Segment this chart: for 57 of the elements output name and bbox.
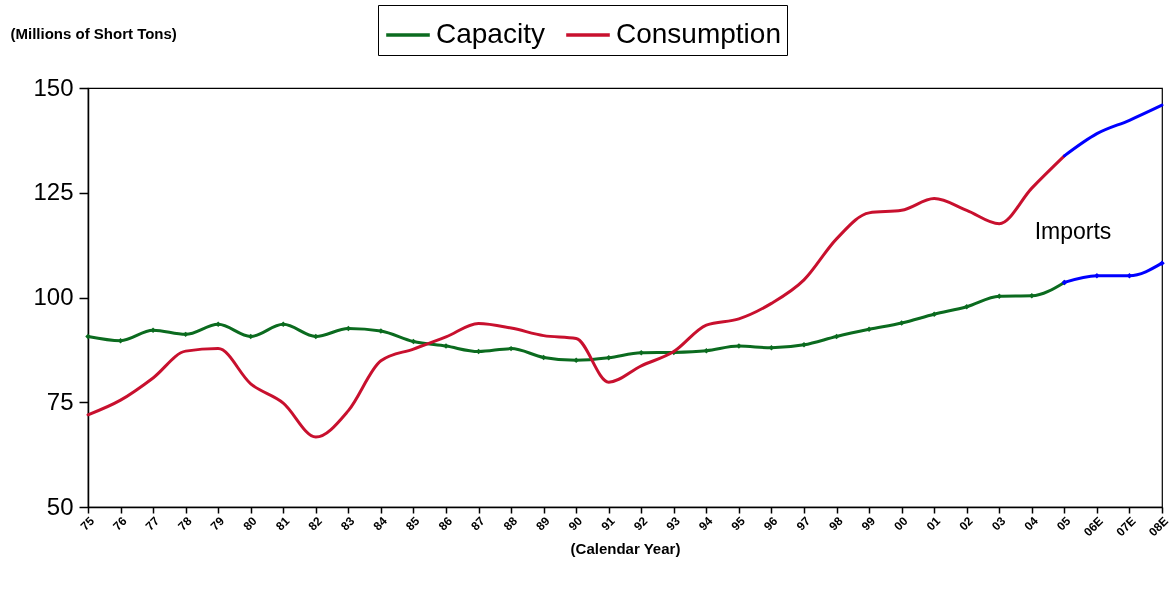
x-tick-label: 84 xyxy=(370,513,391,534)
x-tick-label: 06E xyxy=(1080,514,1106,540)
point xyxy=(215,321,221,328)
x-tick-label: 93 xyxy=(663,513,684,534)
x-tick-label: 75 xyxy=(77,513,98,534)
x-tick-label: 86 xyxy=(435,513,456,534)
x-tick-label: 88 xyxy=(500,513,521,534)
y-tick-label: 100 xyxy=(33,283,74,310)
x-tick-label: 89 xyxy=(533,513,553,534)
x-tick-label: 98 xyxy=(826,513,846,534)
point xyxy=(1029,293,1035,299)
legend-label: Capacity xyxy=(436,18,545,49)
y-tick-label: 125 xyxy=(33,178,74,206)
x-tick-label: 77 xyxy=(142,513,163,534)
x-axis-title: (Calendar Year) xyxy=(570,540,681,558)
x-tick-label: 95 xyxy=(728,513,749,534)
y-axis-title: (Millions of Short Tons) xyxy=(10,24,177,42)
x-tick-label: 08E xyxy=(1145,514,1170,540)
x-tick-label: 83 xyxy=(338,513,358,534)
x-tick-label: 99 xyxy=(858,513,879,534)
x-tick-label: 78 xyxy=(175,513,195,534)
point xyxy=(508,345,514,352)
y-tick-label: 75 xyxy=(46,387,74,415)
x-tick-label: 02 xyxy=(956,513,976,534)
x-tick-label: 92 xyxy=(630,513,651,534)
y-tick-label: 150 xyxy=(33,73,74,101)
point xyxy=(931,311,937,317)
x-tick-label: 05 xyxy=(1054,513,1074,534)
x-tick-label: 87 xyxy=(468,513,488,534)
point xyxy=(313,333,319,340)
point xyxy=(85,333,91,340)
line-series xyxy=(1062,103,1164,158)
x-tick-label: 81 xyxy=(272,513,293,534)
point xyxy=(963,303,970,310)
x-tick-label: 96 xyxy=(761,513,781,534)
x-tick-label: 03 xyxy=(988,513,1009,534)
point xyxy=(280,321,287,328)
x-tick-label: 85 xyxy=(403,513,423,534)
x-tick-label: 04 xyxy=(1021,513,1042,534)
y-tick-label: 50 xyxy=(46,492,74,520)
annotation: Imports xyxy=(1034,218,1112,244)
x-tick-label: 80 xyxy=(240,513,260,534)
point xyxy=(866,326,872,333)
point xyxy=(573,357,579,364)
x-tick-label: 94 xyxy=(696,513,716,534)
legend-label: Consumption xyxy=(616,18,781,49)
x-tick-label: 76 xyxy=(110,513,130,534)
x-tick-label: 91 xyxy=(598,513,618,534)
x-tick-label: 01 xyxy=(923,513,944,534)
x-tick-label: 07E xyxy=(1113,514,1139,540)
x-tick-label: 79 xyxy=(207,513,228,534)
point xyxy=(247,333,254,340)
x-tick-label: 97 xyxy=(793,513,814,534)
x-tick-label: 82 xyxy=(305,513,326,534)
point xyxy=(1094,272,1100,279)
x-tick-label: 90 xyxy=(565,513,586,534)
x-tick-label: 00 xyxy=(891,513,911,534)
